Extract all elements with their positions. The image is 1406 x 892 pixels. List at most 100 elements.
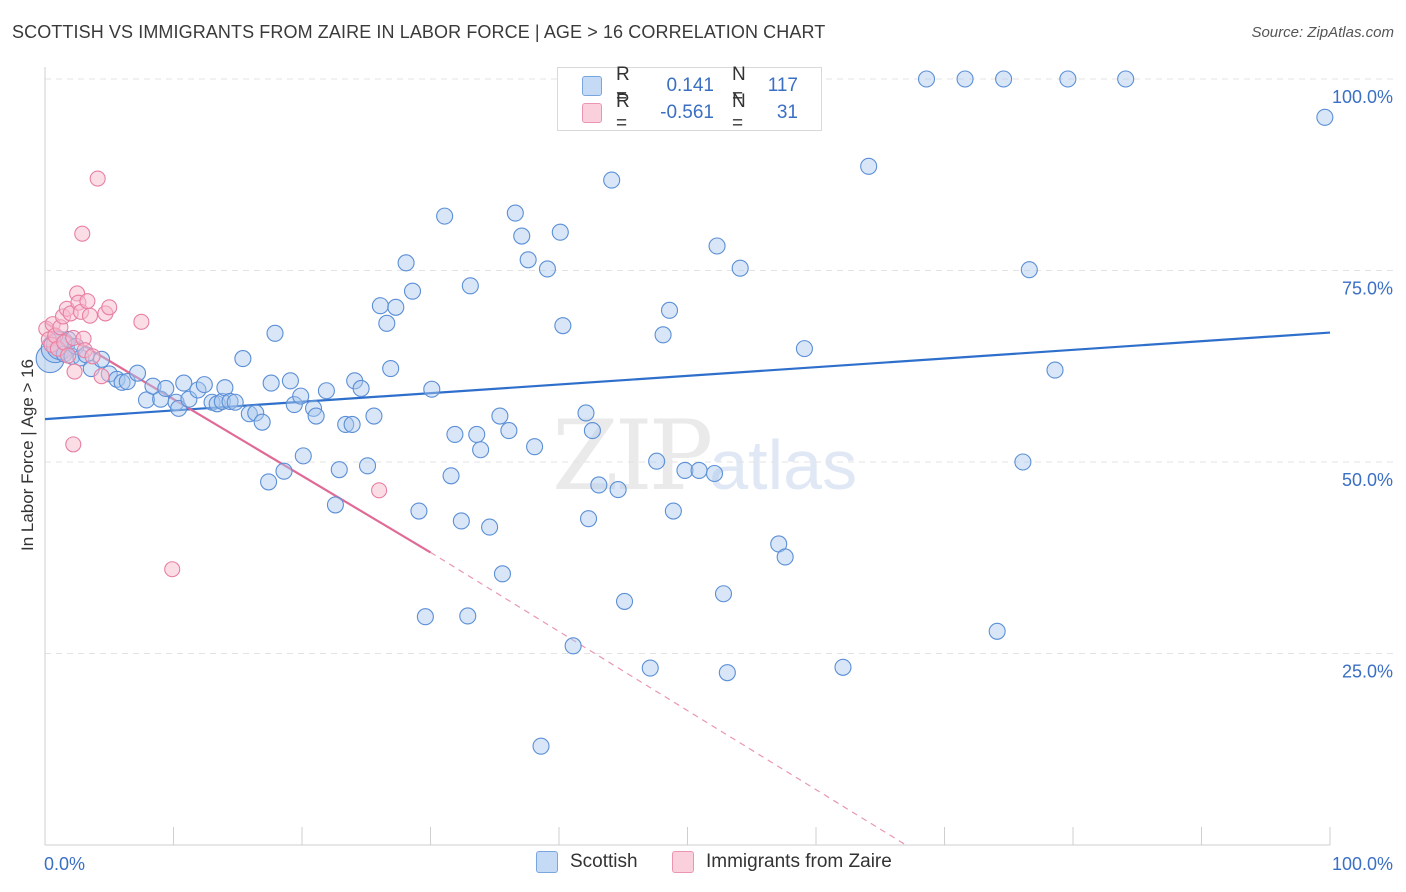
data-point-scottish <box>731 259 749 277</box>
data-point-scottish <box>551 223 569 241</box>
legend-item-zaire[interactable]: Immigrants from Zaire <box>672 851 892 873</box>
data-point-scottish <box>221 392 239 411</box>
data-point-zaire <box>66 363 83 380</box>
data-point-scottish <box>144 377 162 395</box>
data-point-scottish <box>352 379 370 398</box>
tick-labels: 25.0% 50.0% 75.0% 100.0% 0.0% 100.0% <box>44 87 1393 874</box>
data-point-scottish <box>436 207 454 225</box>
data-point-scottish <box>343 415 361 434</box>
y-tick-label: 75.0% <box>1342 279 1393 299</box>
data-point-zaire <box>74 225 91 242</box>
legend-item-scottish[interactable]: Scottish <box>536 851 638 873</box>
data-point-scottish <box>285 395 303 414</box>
source-label: Source: ZipAtlas.com <box>1251 24 1394 41</box>
data-point-scottish <box>664 502 682 520</box>
data-point-zaire <box>371 482 388 499</box>
legend-swatch-zaire <box>582 103 602 123</box>
grid-lines <box>45 78 1395 654</box>
n-label: N = <box>732 64 746 107</box>
watermark: ZIPatlas <box>552 400 857 512</box>
data-point-scottish <box>1014 453 1032 471</box>
data-point-scottish <box>416 608 434 626</box>
legend-row-scottish: R = 0.141 N = 117 <box>582 64 798 107</box>
data-point-scottish <box>423 380 441 398</box>
data-point-scottish <box>648 452 666 470</box>
data-point-scottish <box>554 317 572 335</box>
data-point-scottish <box>526 438 544 456</box>
r-value: -0.561 <box>660 102 714 123</box>
data-point-scottish <box>365 407 383 425</box>
data-point-scottish <box>506 204 524 222</box>
data-point-scottish <box>358 457 377 475</box>
watermark-main: ZIP <box>552 400 713 512</box>
data-point-scottish <box>382 359 400 378</box>
n-value: 31 <box>776 102 798 123</box>
legend-label-scottish: Scottish <box>570 851 638 872</box>
data-point-scottish <box>137 391 156 409</box>
data-point-scottish <box>714 585 733 603</box>
data-point-scottish <box>513 227 531 245</box>
data-point-zaire <box>164 561 181 578</box>
data-point-scottish <box>580 510 598 528</box>
data-point-scottish <box>609 481 627 499</box>
legend-swatch-zaire <box>672 851 694 873</box>
data-point-scottish <box>481 518 499 536</box>
data-point-scottish <box>718 664 736 682</box>
data-point-scottish <box>860 157 878 175</box>
data-point-scottish <box>564 637 582 655</box>
data-point-scottish <box>226 393 244 411</box>
data-point-scottish <box>472 441 490 459</box>
data-point-scottish <box>917 70 936 88</box>
data-point-scottish <box>403 282 422 300</box>
legend-swatch-scottish <box>536 851 558 873</box>
data-point-scottish <box>307 407 325 425</box>
data-point-scottish <box>795 340 813 358</box>
data-point-scottish <box>461 277 479 295</box>
n-value: 117 <box>767 75 798 96</box>
points-zaire <box>38 170 388 578</box>
data-point-scottish <box>387 298 405 316</box>
data-point-scottish <box>240 405 258 423</box>
data-point-scottish <box>442 467 460 485</box>
data-point-scottish <box>266 324 284 342</box>
x-tick-label: 100.0% <box>1332 854 1393 874</box>
data-point-zaire <box>60 347 77 364</box>
data-point-scottish <box>705 464 724 483</box>
data-point-scottish <box>260 473 278 491</box>
data-point-scottish <box>452 512 470 530</box>
data-point-scottish <box>128 364 147 382</box>
trend-line-scottish <box>44 331 1331 421</box>
data-point-zaire <box>65 436 82 453</box>
data-point-scottish <box>1117 70 1135 88</box>
data-point-scottish <box>641 659 659 677</box>
data-point-scottish <box>538 260 556 278</box>
data-point-scottish <box>532 737 550 755</box>
r-label: R = <box>616 64 630 107</box>
data-point-scottish <box>654 326 672 344</box>
y-tick-label: 25.0% <box>1342 662 1393 682</box>
points-scottish <box>35 70 1334 755</box>
data-point-scottish <box>676 461 694 479</box>
data-point-scottish <box>493 565 512 583</box>
data-point-scottish <box>590 476 608 494</box>
data-point-zaire <box>81 307 99 324</box>
trend-line-zaire-extension <box>430 551 907 846</box>
data-point-scottish <box>603 171 621 189</box>
y-tick-label: 100.0% <box>1332 87 1393 107</box>
data-point-scottish <box>446 425 464 443</box>
data-point-scottish <box>175 374 193 392</box>
data-point-scottish <box>262 374 280 392</box>
data-point-scottish <box>615 592 634 610</box>
data-point-scottish <box>583 422 601 440</box>
data-point-scottish <box>1059 70 1077 88</box>
legend-label-zaire: Immigrants from Zaire <box>706 851 892 872</box>
data-point-scottish <box>577 404 595 422</box>
data-point-scottish <box>247 404 265 422</box>
data-point-zaire <box>93 368 110 385</box>
data-point-scottish <box>330 461 348 479</box>
y-tick-label: 50.0% <box>1342 470 1393 490</box>
data-point-scottish <box>253 413 271 431</box>
data-point-scottish <box>294 447 312 465</box>
data-point-scottish <box>956 70 974 88</box>
data-point-scottish <box>195 376 213 394</box>
